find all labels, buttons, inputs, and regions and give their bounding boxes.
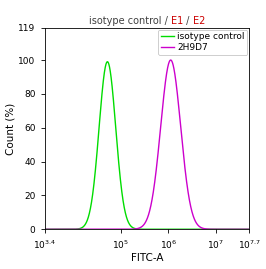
Text: E2: E2 — [193, 16, 205, 26]
isotype control — [115, 140, 118, 143]
2H9D7 — [51, 228, 54, 231]
2H9D7 — [126, 228, 129, 231]
isotype control — [262, 228, 265, 231]
2H9D7 — [169, 58, 172, 62]
2H9D7 — [232, 228, 235, 231]
isotype control — [51, 228, 54, 231]
2H9D7 — [262, 228, 265, 231]
Text: isotype control /: isotype control / — [89, 16, 171, 26]
Line: 2H9D7: 2H9D7 — [26, 60, 263, 229]
isotype control — [106, 60, 109, 63]
Text: E1: E1 — [171, 16, 183, 26]
X-axis label: FITC-A: FITC-A — [131, 253, 163, 263]
isotype control — [24, 228, 27, 231]
Text: /: / — [183, 16, 193, 26]
isotype control — [65, 228, 68, 231]
2H9D7 — [65, 228, 68, 231]
isotype control — [126, 218, 129, 221]
isotype control — [232, 228, 235, 231]
2H9D7 — [257, 228, 260, 231]
2H9D7 — [115, 228, 118, 231]
Y-axis label: Count (%): Count (%) — [6, 102, 15, 155]
Line: isotype control: isotype control — [26, 62, 263, 229]
Legend: isotype control, 2H9D7: isotype control, 2H9D7 — [158, 30, 247, 55]
2H9D7 — [24, 228, 27, 231]
isotype control — [257, 228, 260, 231]
